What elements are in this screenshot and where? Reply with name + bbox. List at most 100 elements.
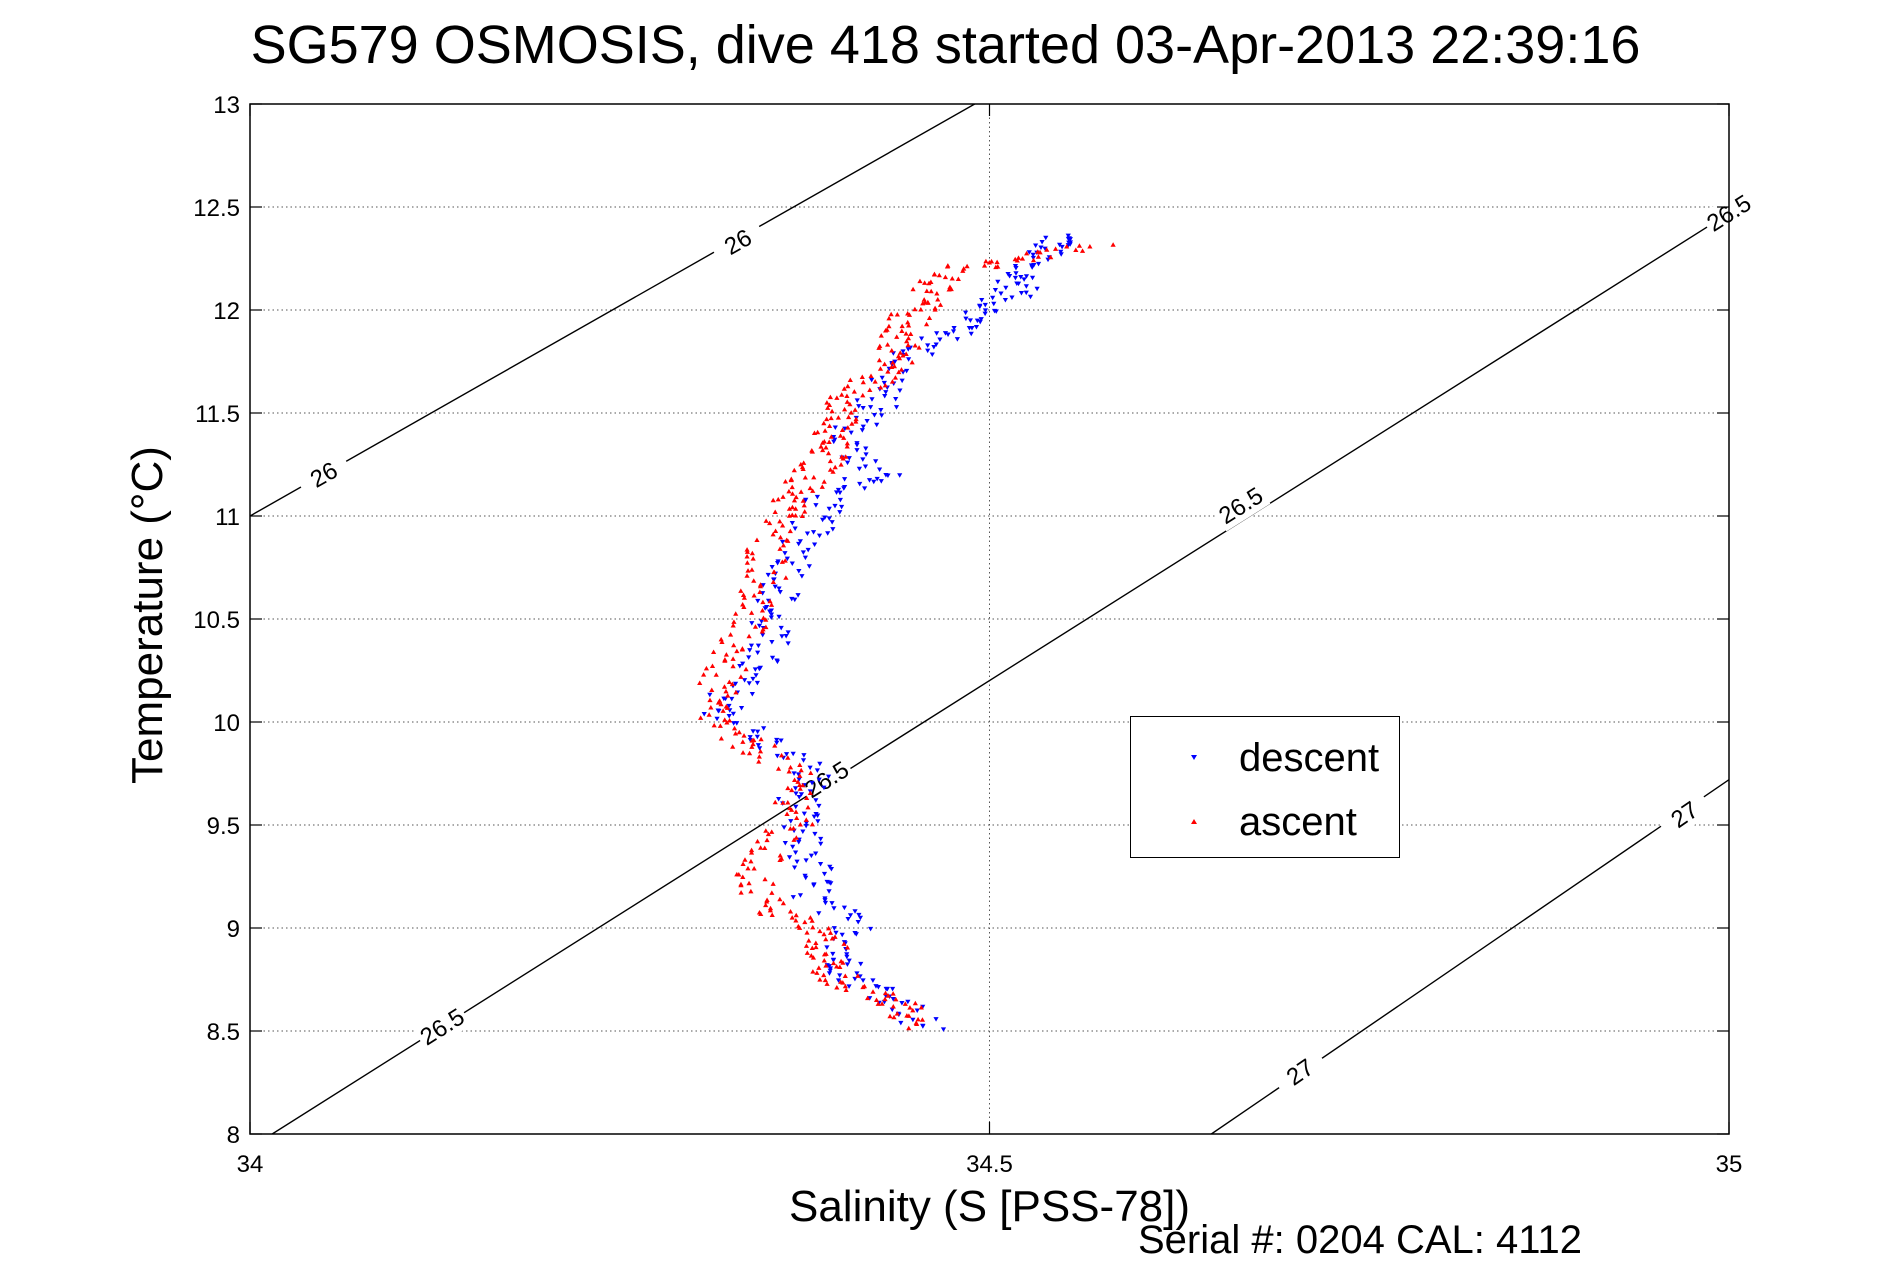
ascent-point [890,991,896,996]
ascent-point [698,715,704,720]
ascent-point [782,558,788,563]
descent-point [832,425,838,430]
ascent-point [742,857,748,862]
ascent-point [770,579,776,585]
descent-point [1031,263,1037,268]
ascent-point [830,960,837,966]
descent-point [779,634,785,639]
descent-point [1038,245,1044,251]
ascent-point [744,560,750,565]
ascent-point [775,766,782,771]
ascent-point [786,506,793,511]
descent-point [954,337,960,342]
descent-point [802,555,809,561]
ascent-point [949,276,955,281]
ascent-point [745,568,751,573]
descent-point [856,912,862,918]
descent-point [1042,246,1048,252]
ascent-point [825,405,831,410]
ascent-point [932,307,938,312]
descent-point [776,586,782,592]
descent-point [768,612,775,617]
ascent-point [787,908,794,914]
ascent-point [718,701,724,707]
ascent-point [830,469,836,474]
descent-point [792,597,798,603]
descent-point [774,659,781,665]
ascent-point [964,263,970,269]
ascent-point [937,302,944,307]
ascent-point [741,604,747,609]
ascent-point [807,915,814,920]
ascent-point [726,679,732,685]
descent-point [813,503,819,508]
descent-point [797,539,803,544]
ascent-point [785,799,791,805]
descent-point [816,803,822,809]
descent-point [844,952,850,957]
ascent-point [772,743,778,748]
ascent-point [860,379,866,385]
descent-point [754,680,761,686]
ascent-point [820,447,826,453]
descent-point [742,678,748,683]
ascent-point [748,888,754,894]
ascent-point [785,785,791,791]
descent-point [791,771,797,776]
ascent-point [809,447,815,453]
ascent-point [919,1017,926,1022]
descent-point [906,357,912,362]
descent-point [883,986,889,992]
descent-point [737,664,743,669]
descent-point [825,774,832,780]
ascent-point [865,995,871,1001]
ascent-point [1064,244,1070,249]
ascent-point [851,389,857,394]
descent-point [783,752,790,757]
ascent-point [922,280,928,285]
descent-point [1065,243,1071,248]
x-tick-label: 34 [237,1151,264,1178]
ascent-point [757,748,764,754]
ascent-point [824,400,830,405]
descent-point [769,655,776,661]
descent-point [893,396,899,402]
ascent-point [782,478,789,484]
ascent-point [848,410,854,415]
ascent-point [912,306,918,312]
descent-point [826,880,832,885]
ascent-point [1052,246,1059,251]
ascent-point [1024,250,1030,256]
ascent-point [879,1001,885,1006]
descent-point [995,279,1001,285]
ascent-point [878,333,884,338]
descent-point [905,347,911,352]
descent-point [1021,277,1027,282]
descent-point [937,337,943,343]
ascent-point [713,672,719,677]
ascent-point [905,311,911,316]
descent-point [793,791,799,797]
ascent-point [904,338,910,344]
descent-point [879,375,885,381]
descent-point [833,930,839,936]
ascent-point [890,1003,896,1009]
ascent-point [821,479,827,484]
ascent-point [802,919,808,925]
ascent-point [935,297,941,302]
ascent-point [912,343,918,348]
ascent-point [837,433,844,438]
ascent-point [826,925,832,931]
ascent-point [789,491,796,496]
y-tick-label: 11.5 [195,401,240,428]
ascent-point [1073,247,1079,252]
ascent-point [813,940,819,946]
descent-point [1030,252,1036,258]
ascent-point [853,416,859,422]
ascent-point [826,439,832,445]
ascent-point [800,466,806,472]
ascent-point [849,421,855,426]
ascent-point [821,951,828,957]
descent-point [757,746,763,751]
ascent-point [807,485,813,491]
